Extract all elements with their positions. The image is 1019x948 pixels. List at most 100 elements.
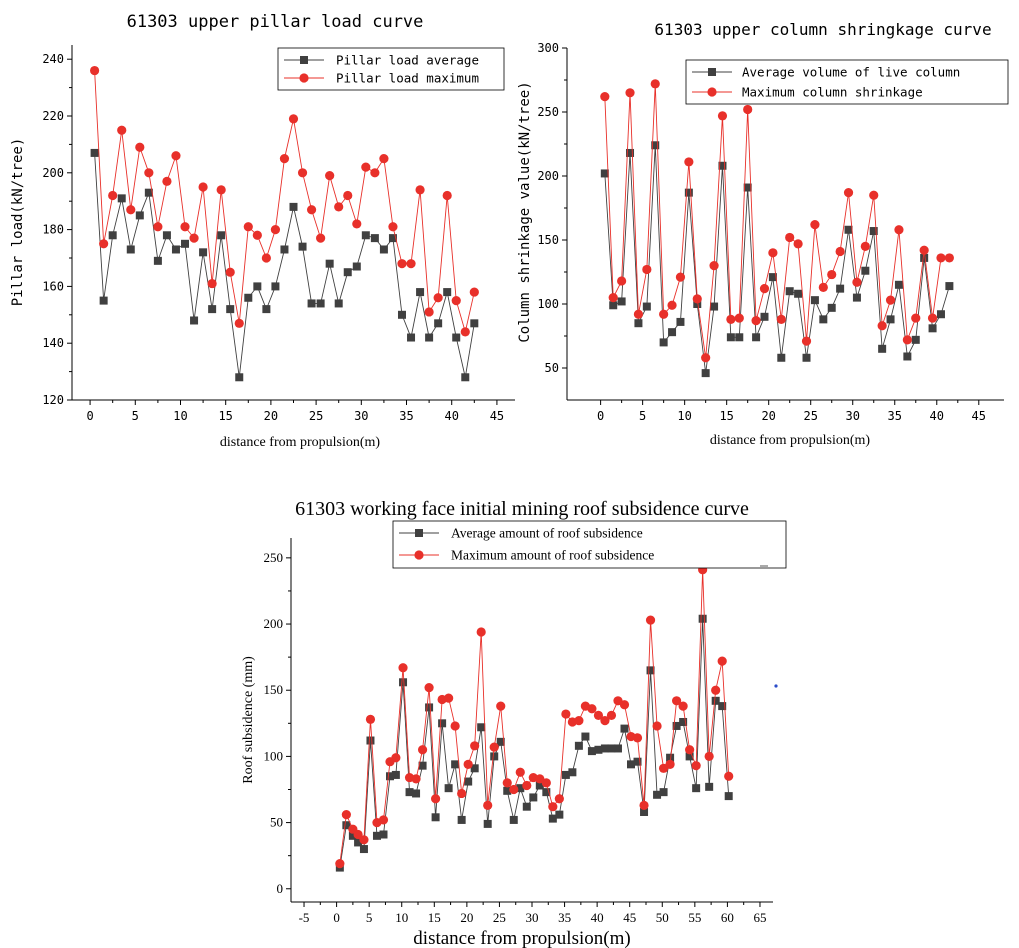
data-point <box>431 813 440 822</box>
data-point <box>370 234 379 243</box>
data-point <box>425 333 434 342</box>
y-tick-label: 120 <box>42 393 64 407</box>
data-point <box>561 770 570 779</box>
y-tick-label: 220 <box>42 109 64 123</box>
data-point <box>451 296 461 306</box>
data-point <box>162 231 171 240</box>
data-point <box>885 295 896 305</box>
stray-dot <box>774 684 778 688</box>
chart-title: 61303 upper column shringkage curve <box>654 20 991 39</box>
legend-label: Average volume of live column <box>742 65 960 80</box>
data-point <box>280 245 289 254</box>
data-point <box>679 717 688 726</box>
chart-2: 61303 upper column shringkage curve 0 5 10 1… <box>517 20 1009 448</box>
data-point <box>370 168 380 178</box>
data-point <box>852 277 862 287</box>
data-point <box>298 242 307 251</box>
data-point <box>341 810 351 820</box>
y-tick-label: 100 <box>537 297 559 311</box>
x-tick-label: 20 <box>460 910 473 925</box>
data-point <box>162 176 172 186</box>
data-point <box>619 700 630 710</box>
legend-label: Pillar load maximum <box>336 71 479 86</box>
data-point <box>208 305 217 314</box>
data-point <box>90 148 99 157</box>
x-tick-label: 35 <box>888 409 902 423</box>
data-point <box>457 815 466 824</box>
chart-1: 61303 upper pillar load curve 0 5 10 15 20 25 3… <box>10 12 515 450</box>
data-point <box>342 821 351 830</box>
data-point <box>388 222 398 232</box>
data-point <box>936 253 946 263</box>
data-point <box>153 222 163 232</box>
data-point <box>405 788 414 797</box>
data-point <box>496 737 505 746</box>
data-point <box>135 211 144 220</box>
data-point <box>801 336 812 346</box>
y-tick-label: 50 <box>545 361 559 375</box>
data-point <box>617 297 626 306</box>
data-point <box>352 219 362 229</box>
data-point <box>470 319 479 328</box>
data-point <box>261 253 271 263</box>
data-point <box>490 752 499 761</box>
data-point <box>608 293 618 303</box>
x-tick-label: 15 <box>218 409 232 423</box>
data-point <box>522 780 532 791</box>
data-point <box>691 761 701 771</box>
data-point <box>743 104 753 115</box>
data-point <box>416 288 425 297</box>
data-point <box>726 314 736 324</box>
data-point <box>676 317 685 326</box>
data-point <box>365 714 376 724</box>
x-tick-label: 50 <box>656 910 669 925</box>
data-point <box>502 778 512 788</box>
data-point <box>483 819 492 828</box>
data-point <box>189 233 199 243</box>
data-point <box>348 831 357 840</box>
data-point <box>399 678 408 687</box>
data-point <box>944 253 954 263</box>
legend-label: Maximum column shrinkage <box>742 85 923 100</box>
y-tick-label: 200 <box>264 616 284 631</box>
data-point <box>325 171 335 181</box>
data-point <box>226 305 235 314</box>
data-point <box>633 757 642 766</box>
data-point <box>509 815 518 824</box>
data-point <box>927 313 938 323</box>
data-point <box>886 315 895 324</box>
data-point <box>751 316 761 326</box>
data-point <box>919 245 929 255</box>
data-point <box>665 759 675 769</box>
data-point <box>724 771 734 781</box>
x-tick-label: -5 <box>299 910 310 925</box>
data-point <box>734 313 744 323</box>
x-tick-label: 20 <box>264 409 278 423</box>
data-point <box>903 352 912 361</box>
data-point <box>632 733 643 743</box>
data-point <box>555 810 564 819</box>
x-tick-label: 25 <box>803 409 817 423</box>
y-axis-label: Roof subsidence (mm) <box>241 656 256 784</box>
data-point <box>406 259 416 269</box>
data-point <box>835 246 845 257</box>
data-point <box>600 744 609 753</box>
x-tick-label: 0 <box>333 910 340 925</box>
data-point <box>431 794 441 804</box>
data-point <box>289 202 298 211</box>
data-point <box>620 724 629 733</box>
data-point <box>810 220 820 230</box>
x-tick-label: 20 <box>761 409 775 423</box>
data-point <box>768 248 778 258</box>
data-point <box>181 239 190 248</box>
data-point <box>252 230 262 240</box>
data-point <box>659 788 668 797</box>
data-point <box>894 280 903 289</box>
x-tick-label: 0 <box>86 409 93 423</box>
data-point <box>391 770 400 779</box>
x-tick-label: 10 <box>677 409 691 423</box>
legend-marker <box>299 73 309 83</box>
data-point <box>452 333 461 342</box>
x-tick-label: 45 <box>623 910 636 925</box>
